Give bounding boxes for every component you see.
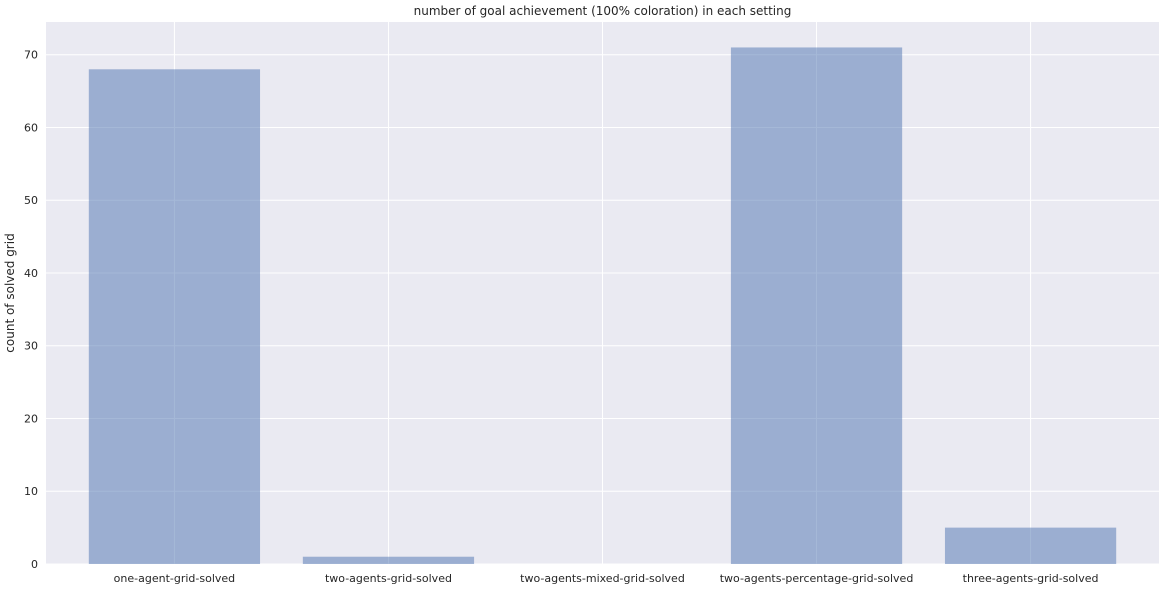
y-tick-label: 70 [24, 49, 38, 62]
bar-one-agent-grid-solved [88, 69, 261, 565]
y-tick-label: 30 [24, 340, 38, 353]
y-tick-label: 40 [24, 267, 38, 280]
x-tick-label: two-agents-grid-solved [325, 572, 452, 585]
x-tick-label: two-agents-mixed-grid-solved [520, 572, 685, 585]
chart-title: number of goal achievement (100% colorat… [414, 4, 792, 18]
bar-three-agents-grid-solved [944, 527, 1117, 564]
y-tick-label: 50 [24, 194, 38, 207]
x-tick-label: three-agents-grid-solved [963, 572, 1099, 585]
y-tick-label: 10 [24, 485, 38, 498]
bars [88, 47, 1117, 565]
y-axis-label: count of solved grid [3, 233, 17, 352]
bar-two-agents-grid-solved [302, 556, 475, 564]
x-tick-label: two-agents-percentage-grid-solved [720, 572, 914, 585]
y-tick-labels: 0 10 20 30 40 50 60 70 [24, 49, 38, 571]
bar-two-agents-percentage-grid-solved [730, 47, 903, 565]
x-tick-labels: one-agent-grid-solved two-agents-grid-sol… [114, 572, 1099, 585]
y-tick-label: 60 [24, 121, 38, 134]
y-tick-label: 20 [24, 412, 38, 425]
x-tick-label: one-agent-grid-solved [114, 572, 235, 585]
y-tick-label: 0 [31, 558, 38, 571]
